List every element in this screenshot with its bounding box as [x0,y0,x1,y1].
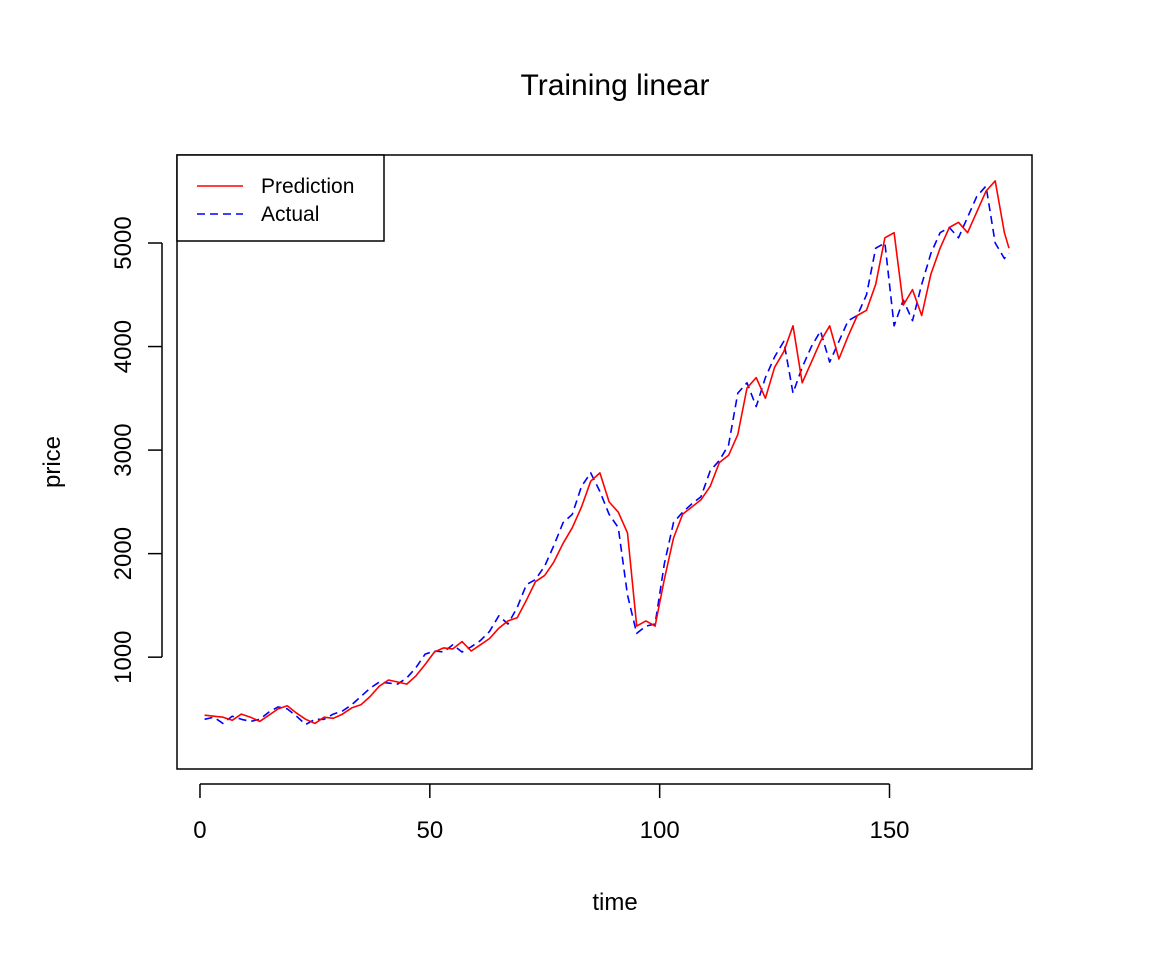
x-tick-label: 100 [640,817,680,844]
y-tick-label: 4000 [110,320,137,373]
x-axis: 0 50 100 150 [193,783,910,844]
y-tick-label: 5000 [110,216,137,269]
y-tick-label: 2000 [110,527,137,580]
y-tick-label: 1000 [110,630,137,683]
x-axis-label: time [592,889,637,916]
legend-box [176,154,385,242]
plot-frame [176,154,1033,770]
series-line-actual [204,185,1010,726]
x-tick-label: 50 [416,817,443,844]
y-tick-label: 3000 [110,423,137,476]
legend-label-prediction: Prediction [261,175,354,198]
y-axis: 1000 2000 3000 4000 5000 [110,216,163,684]
series-layer [204,180,1010,726]
x-tick-label: 150 [869,817,909,844]
legend-label-actual: Actual [261,203,319,226]
chart-title: Training linear [521,69,710,102]
x-tick-label: 0 [193,817,206,844]
series-line-prediction [204,180,1010,725]
legend: Prediction Actual [176,154,385,242]
y-axis-label: price [39,436,66,488]
